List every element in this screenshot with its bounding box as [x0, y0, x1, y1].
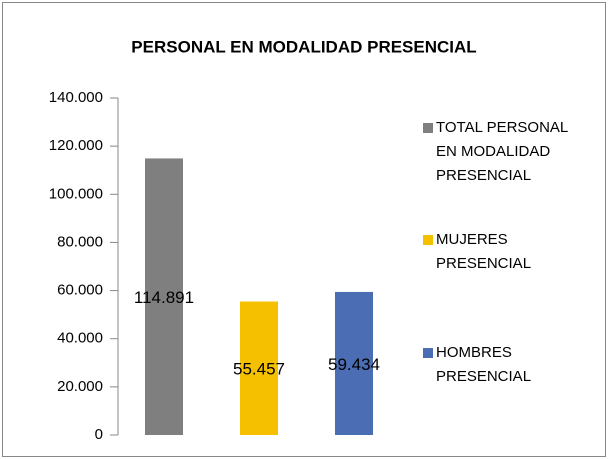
legend-label: MUJERES PRESENCIAL: [436, 231, 532, 272]
legend-label: HOMBRES PRESENCIAL: [436, 344, 532, 385]
data-label: 59.434: [328, 355, 380, 374]
chart-title: PERSONAL EN MODALIDAD PRESENCIAL: [131, 37, 476, 56]
y-tick-label: 80.000: [57, 233, 103, 250]
legend-swatch: [423, 348, 433, 358]
y-tick-label: 0: [95, 426, 103, 443]
bar: [145, 158, 183, 435]
data-label: 114.891: [134, 288, 194, 307]
y-tick-label: 140.000: [49, 89, 103, 106]
legend-label: TOTAL PERSONAL EN MODALIDAD PRESENCIAL: [436, 119, 568, 184]
legend-swatch: [423, 123, 433, 133]
bar: [240, 301, 278, 435]
y-tick-label: 100.000: [49, 185, 103, 202]
data-label: 55.457: [233, 360, 285, 379]
legend-swatch: [423, 235, 433, 245]
bar: [335, 291, 373, 435]
y-tick-label: 120.000: [49, 137, 103, 154]
y-tick-label: 60.000: [57, 282, 103, 299]
y-tick-label: 40.000: [57, 330, 103, 347]
y-tick-label: 20.000: [57, 378, 103, 395]
